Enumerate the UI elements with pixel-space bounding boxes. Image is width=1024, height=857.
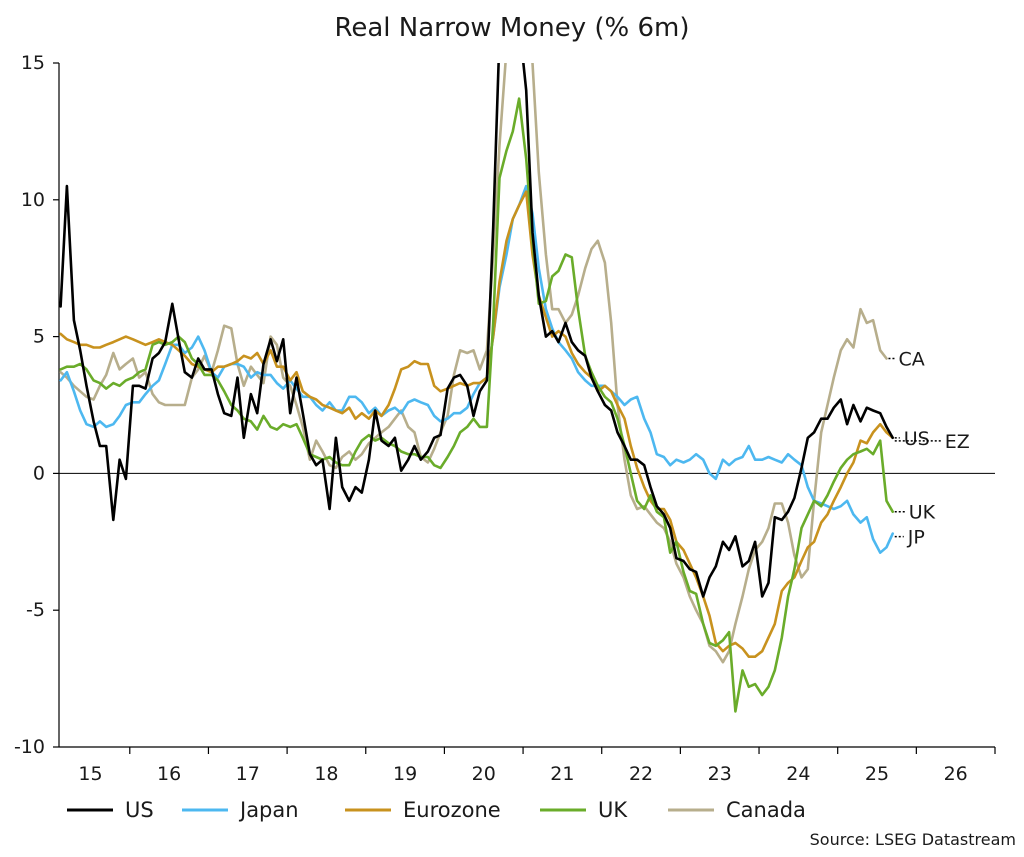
x-tick-label: 26 <box>944 763 968 785</box>
series-group <box>59 63 894 713</box>
y-tick-label: 15 <box>21 52 45 74</box>
end-label-eurozone: EZ <box>945 431 970 453</box>
x-tick-label: 16 <box>157 763 181 785</box>
legend-label-us: US <box>125 798 154 822</box>
legend-label-japan: Japan <box>238 798 299 822</box>
y-tick-label: -5 <box>26 599 45 621</box>
x-tick-label: 18 <box>314 763 338 785</box>
x-tick-label: 22 <box>629 763 653 785</box>
legend: US Japan Eurozone UK Canada <box>67 798 806 822</box>
legend-label-canada: Canada <box>726 798 806 822</box>
end-label-uk: UK <box>909 502 936 524</box>
axes: 15 10 5 0 -5 -10 15 16 17 18 19 20 21 22 23 24 25 26 <box>14 52 996 785</box>
chart-title: Real Narrow Money (% 6m) <box>334 13 689 43</box>
source-note: Source: LSEG Datastream <box>810 830 1016 849</box>
x-tick-label: 25 <box>865 763 889 785</box>
series-line-us <box>59 63 894 598</box>
x-tick-label: 17 <box>236 763 260 785</box>
end-label-japan: JP <box>907 527 925 549</box>
x-tick-label: 20 <box>472 763 496 785</box>
end-label-us: US <box>904 428 930 450</box>
series-line-canada <box>59 63 888 664</box>
x-tick-label: 24 <box>786 763 810 785</box>
x-tick-label: 19 <box>393 763 417 785</box>
x-tick-label: 21 <box>550 763 574 785</box>
legend-label-eurozone: Eurozone <box>403 798 501 822</box>
x-tick-label: 15 <box>78 763 102 785</box>
series-line-uk <box>59 97 894 713</box>
series-line-japan <box>59 184 894 554</box>
y-tick-label: 5 <box>33 326 45 348</box>
y-tick-label: -10 <box>14 736 45 758</box>
end-labels: US JP EZ UK CA <box>888 348 970 549</box>
x-tick-label: 23 <box>708 763 732 785</box>
y-tick-label: 0 <box>33 462 45 484</box>
y-tick-label: 10 <box>21 189 45 211</box>
end-label-canada: CA <box>898 348 924 370</box>
legend-label-uk: UK <box>598 798 628 822</box>
